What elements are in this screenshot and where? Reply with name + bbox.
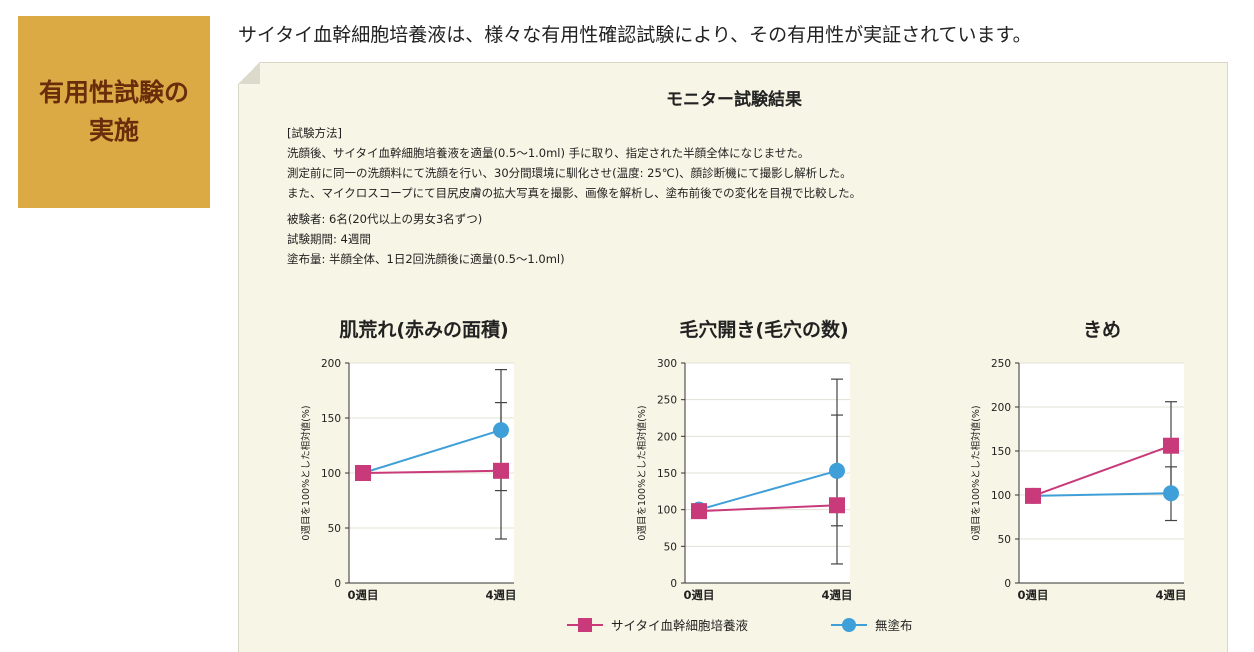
x-tick-label: 0週目 [683,588,714,602]
data-point-untreated [493,422,509,439]
series-line-treated [1032,444,1172,497]
y-tick-label: 50 [998,534,1011,546]
y-tick-label: 200 [991,402,1011,414]
plot-area [1019,363,1184,583]
data-point-treated [1025,487,1041,504]
data-point-untreated [829,462,845,479]
x-tick-label: 4週目 [1155,588,1186,602]
x-tick-label: 4週目 [485,588,516,602]
legend-label-untreated: 無塗布 [875,618,913,633]
legend-item-treated: サイタイ血幹細胞培養液 [567,615,748,634]
data-point-treated [1163,437,1179,454]
chart-title-texture: きめ [1082,319,1121,341]
y-tick-label: 100 [321,468,341,480]
y-tick-label: 0 [334,578,341,590]
chart-title-pores: 毛穴開き(毛穴の数) [679,319,849,341]
series-line-untreated [362,429,502,474]
y-tick-label: 150 [657,468,677,480]
section-badge-line1: 有用性試験の [38,78,189,107]
data-point-treated [829,497,845,514]
panel-corner-fold [238,62,260,84]
subjects-text: 被験者: 6名(20代以上の男女3名ずつ) [287,212,483,226]
data-point-treated [493,462,509,479]
y-tick-label: 250 [657,395,677,407]
x-tick-label: 0週目 [1017,588,1048,602]
series-line-untreated [1032,492,1172,497]
panel-title: モニター試験結果 [666,90,802,110]
test-method: [試験方法] 洗顔後、サイタイ血幹細胞培養液を適量(0.5～1.0ml) 手に取… [287,123,861,269]
data-point-treated [691,503,707,520]
section-badge-line2: 実施 [88,116,139,145]
y-tick-label: 200 [321,358,341,370]
y-tick-label: 200 [657,431,677,443]
y-tick-label: 0 [670,578,677,590]
chart-skin-roughness: 0 50 100 150 200 0週目 4週目 0週目を100%とした相対値(%) [300,358,517,602]
chart-title-skin-roughness: 肌荒れ(赤みの面積) [339,319,509,341]
y-tick-label: 100 [991,490,1011,502]
page-headline: サイタイ血幹細胞培養液は、様々な有用性確認試験により、その有用性が実証されていま… [238,24,1032,46]
method-line: 測定前に同一の洗顔料にて洗顔を行い、30分間環境に馴化させ(温度: 25℃)、顔… [287,166,852,180]
y-axis-label: 0週目を100%とした相対値(%) [636,405,648,540]
series-line-treated [362,469,502,474]
y-tick-label: 50 [328,523,341,535]
y-tick-label: 150 [321,413,341,425]
chart-legend: サイタイ血幹細胞培養液 無塗布 [239,615,1228,635]
period-text: 試験期間: 4週間 [287,232,371,246]
amount-text: 塗布量: 半顔全体、1日2回洗顔後に適量(0.5～1.0ml) [287,252,565,266]
legend-square-marker-icon [567,617,603,632]
data-point-untreated [1163,485,1179,502]
y-tick-label: 300 [657,358,677,370]
x-tick-label: 0週目 [347,588,378,602]
chart-texture: 0 50 100 150 200 250 0週目 4週目 0週目を100%とした相対値(%) [970,358,1187,602]
legend-item-untreated: 無塗布 [831,615,913,634]
y-axis-label: 0週目を100%とした相対値(%) [300,405,312,540]
method-heading: [試験方法] [287,126,342,140]
legend-label-treated: サイタイ血幹細胞培養液 [611,618,749,633]
data-point-treated [355,465,371,481]
x-tick-label: 4週目 [821,588,852,602]
method-line: また、マイクロスコープにて目尻皮膚の拡大写真を撮影、画像を解析し、塗布前後での変… [287,186,862,200]
chart-pores: 0 50 100 150 200 250 300 0週目 4週目 0週目を100%とした相対値(%… [636,358,853,602]
y-tick-label: 250 [991,358,1011,370]
legend-circle-marker-icon [831,617,867,632]
y-tick-label: 100 [657,505,677,517]
y-tick-label: 50 [664,541,677,553]
section-badge: 有用性試験の 実施 [18,16,210,208]
method-line: 洗顔後、サイタイ血幹細胞培養液を適量(0.5～1.0ml) 手に取り、指定された… [287,146,810,160]
y-tick-label: 0 [1004,578,1011,590]
y-tick-label: 150 [991,446,1011,458]
results-panel: モニター試験結果 [試験方法] 洗顔後、サイタイ血幹細胞培養液を適量(0.5～1… [238,62,1228,652]
series-line-treated [698,504,838,513]
y-axis-label: 0週目を100%とした相対値(%) [970,405,982,540]
series-line-untreated [698,469,838,511]
